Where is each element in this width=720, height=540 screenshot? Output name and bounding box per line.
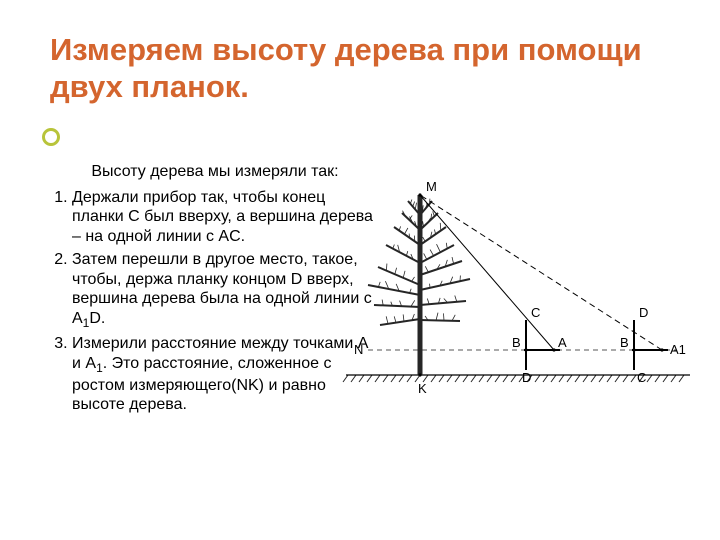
- step-3: Измерили расстояние между точками A и A1…: [72, 334, 380, 414]
- svg-text:B: B: [512, 335, 521, 350]
- step-2-text: Затем перешли в другое место, такое, что…: [72, 251, 372, 327]
- svg-text:K: K: [418, 381, 427, 396]
- svg-text:A1: A1: [670, 342, 686, 357]
- intro-text: Высоту дерева мы измеряли так:: [50, 162, 380, 182]
- content-block: Высоту дерева мы измеряли так: Держали п…: [50, 162, 380, 419]
- svg-text:M: M: [426, 179, 437, 194]
- slide-title: Измеряем высоту дерева при помощи двух п…: [50, 32, 670, 105]
- steps-list: Держали прибор так, чтобы конец планки C…: [50, 188, 380, 415]
- svg-text:B: B: [620, 335, 629, 350]
- step-3-text: Измерили расстояние между точками A и A1…: [72, 335, 368, 413]
- svg-text:D: D: [639, 305, 648, 320]
- svg-text:C: C: [637, 370, 646, 385]
- svg-text:N: N: [354, 342, 363, 357]
- step-1-text: Держали прибор так, чтобы конец планки C…: [72, 189, 373, 245]
- step-2: Затем перешли в другое место, такое, что…: [72, 250, 380, 330]
- svg-text:C: C: [531, 305, 540, 320]
- svg-text:A: A: [558, 335, 567, 350]
- accent-bullet: [42, 128, 60, 146]
- svg-text:D: D: [522, 370, 531, 385]
- step-1: Держали прибор так, чтобы конец планки C…: [72, 188, 380, 247]
- diagram: MCBADDBA1CNK: [342, 175, 694, 405]
